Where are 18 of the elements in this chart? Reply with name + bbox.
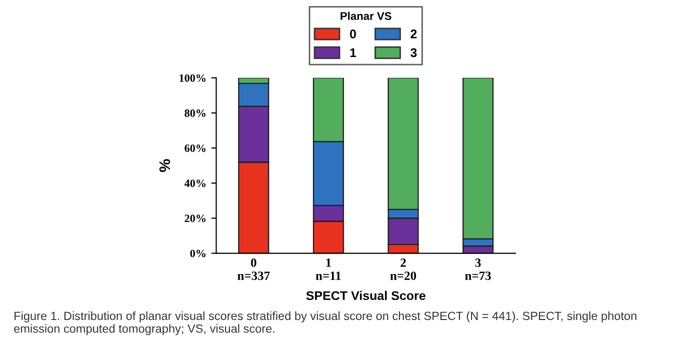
y-tick-label: 80% (184, 109, 206, 117)
y-tick-label: 20% (184, 214, 206, 222)
y-tick-label: 40% (184, 180, 206, 188)
x-tick-label: 1 n=11 (316, 258, 341, 280)
x-axis-title: SPECT Visual Score (306, 290, 426, 300)
x-tick-label: 3 n=73 (465, 258, 491, 280)
y-tick-label: 100% (180, 74, 206, 82)
legend-title: Planar VS (340, 12, 392, 20)
x-tick-label: 2 n=20 (390, 258, 416, 280)
x-tick-label: 0 n=337 (238, 258, 270, 280)
legend-label: 1 (350, 48, 356, 57)
legend-label: 3 (410, 48, 417, 58)
legend-label: 0 (350, 30, 356, 38)
legend-label: 2 (410, 30, 417, 38)
y-tick-label: 60% (184, 144, 206, 152)
y-axis-title: % (159, 159, 170, 172)
caption: Figure 1. Distribution of planar visual scores stratified by visual score on chest SPECT (N = 441). SPECT, single photon emission computed tomography; VS, visual score. (14, 311, 636, 336)
y-tick-label: 0% (190, 250, 206, 258)
